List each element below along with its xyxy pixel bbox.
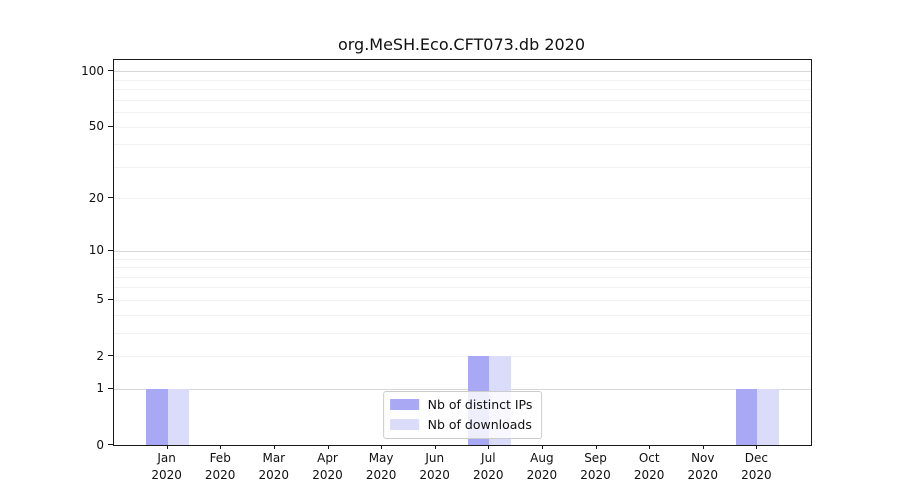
y-axis-tick-mark: [108, 70, 113, 72]
bar-nb-of-distinct-ips: [146, 388, 168, 445]
legend-label: Nb of distinct IPs: [427, 397, 533, 412]
gridline-minor: [114, 144, 811, 146]
x-axis-year: 2020: [204, 468, 236, 482]
legend-label: Nb of downloads: [427, 417, 532, 432]
x-axis-month: Dec: [744, 451, 768, 465]
legend-swatch-nb-of-downloads: [389, 419, 419, 430]
x-axis-month: Feb: [209, 451, 231, 465]
y-axis-tick-label: 0: [96, 437, 104, 452]
x-axis-month: Oct: [638, 451, 660, 465]
x-axis-tick-mark: [220, 445, 222, 449]
gridline-minor: [114, 79, 811, 81]
plot-area: Nb of distinct IPs Nb of downloads: [113, 59, 812, 446]
x-axis-year: 2020: [312, 468, 343, 482]
x-axis-tick-label: Nov 2020: [675, 450, 731, 484]
gridline-minor: [114, 287, 811, 289]
legend-item-nb-of-distinct-ips: Nb of distinct IPs: [389, 397, 533, 412]
bar-nb-of-downloads: [757, 388, 779, 445]
x-axis-tick-label: Sep 2020: [568, 450, 624, 484]
y-axis-tick-mark: [108, 125, 113, 127]
x-axis-tick-label: Jun 2020: [407, 450, 463, 484]
x-axis-tick-label: Aug 2020: [514, 450, 570, 484]
x-axis-month: Sep: [584, 451, 607, 465]
x-axis-tick-mark: [488, 445, 490, 449]
x-axis-month: May: [368, 451, 394, 465]
x-axis-year: 2020: [151, 468, 182, 482]
x-axis-month: Jul: [481, 451, 496, 465]
x-axis-tick-mark: [702, 445, 704, 449]
x-axis-year: 2020: [258, 468, 290, 482]
y-axis-tick-mark: [108, 249, 113, 251]
gridline-minor: [114, 332, 811, 334]
legend-swatch-nb-of-distinct-ips: [389, 399, 419, 410]
y-axis-tick-label: 50: [88, 119, 104, 134]
x-axis-tick-mark: [649, 445, 651, 449]
x-axis-tick-label: May 2020: [353, 450, 409, 484]
x-axis-month: Aug: [530, 451, 554, 465]
x-axis-year: 2020: [687, 468, 719, 482]
x-axis-year: 2020: [419, 468, 450, 482]
bar-nb-of-downloads: [167, 388, 189, 445]
gridline-minor: [114, 356, 811, 357]
x-axis-year: 2020: [526, 468, 558, 482]
x-axis-tick-label: Oct 2020: [621, 450, 677, 484]
x-axis-month: Nov: [691, 451, 715, 465]
gridline-minor: [114, 276, 811, 278]
gridline-major: [114, 250, 811, 252]
x-axis-tick-mark: [541, 445, 543, 449]
y-axis-tick-label: 10: [88, 243, 104, 258]
gridline-minor: [114, 198, 811, 200]
x-axis-year: 2020: [741, 468, 772, 482]
x-axis-tick-mark: [595, 445, 597, 449]
x-axis-year: 2020: [473, 468, 504, 482]
gridline-minor: [114, 299, 811, 301]
y-axis-tick-label: 2: [96, 348, 104, 363]
gridline-minor: [114, 314, 811, 316]
gridline-minor: [114, 112, 811, 114]
y-axis-tick-label: 5: [96, 292, 104, 307]
y-axis-tick-mark: [108, 197, 113, 199]
bar-nb-of-distinct-ips: [736, 388, 758, 445]
gridline-minor: [114, 267, 811, 268]
x-axis-tick-mark: [381, 445, 383, 449]
gridline-minor: [114, 258, 811, 260]
y-axis-tick-label: 1: [96, 381, 104, 396]
y-axis-tick-mark: [108, 387, 113, 389]
x-axis-tick-mark: [273, 445, 275, 449]
gridline-major: [114, 71, 811, 73]
gridline-minor: [114, 99, 811, 101]
y-axis-tick-mark: [108, 355, 113, 356]
x-axis-tick-mark: [327, 445, 329, 449]
x-axis-tick-label: Apr 2020: [300, 450, 356, 484]
x-axis-month: Apr: [317, 451, 338, 465]
y-axis-tick-label: 20: [88, 190, 104, 205]
gridline-minor: [114, 166, 811, 168]
x-axis-year: 2020: [633, 468, 665, 482]
x-axis-tick-label: Dec 2020: [728, 450, 784, 484]
gridline-minor: [114, 126, 811, 128]
y-axis-tick-mark: [108, 298, 113, 300]
x-axis-tick-label: Mar 2020: [246, 450, 302, 484]
x-axis-year: 2020: [365, 468, 397, 482]
x-axis-tick-label: Jul 2020: [460, 450, 516, 484]
y-axis-tick-mark: [108, 444, 113, 445]
gridline-minor: [114, 89, 811, 91]
x-axis-tick-label: Jan 2020: [139, 450, 195, 484]
y-axis-tick-label: 100: [81, 63, 104, 78]
x-axis-year: 2020: [580, 468, 611, 482]
x-axis-tick-label: Feb 2020: [192, 450, 248, 484]
x-axis-month: Mar: [262, 451, 286, 465]
legend: Nb of distinct IPs Nb of downloads: [382, 391, 543, 439]
legend-item-nb-of-downloads: Nb of downloads: [389, 417, 533, 432]
x-axis-tick-mark: [166, 445, 168, 449]
x-axis-tick-mark: [434, 445, 436, 449]
gridline-major: [114, 388, 811, 390]
x-axis-month: Jan: [157, 451, 176, 465]
chart-title: org.MeSH.Eco.CFT073.db 2020: [337, 35, 586, 54]
x-axis-tick-mark: [756, 445, 758, 449]
x-axis-month: Jun: [425, 451, 445, 465]
